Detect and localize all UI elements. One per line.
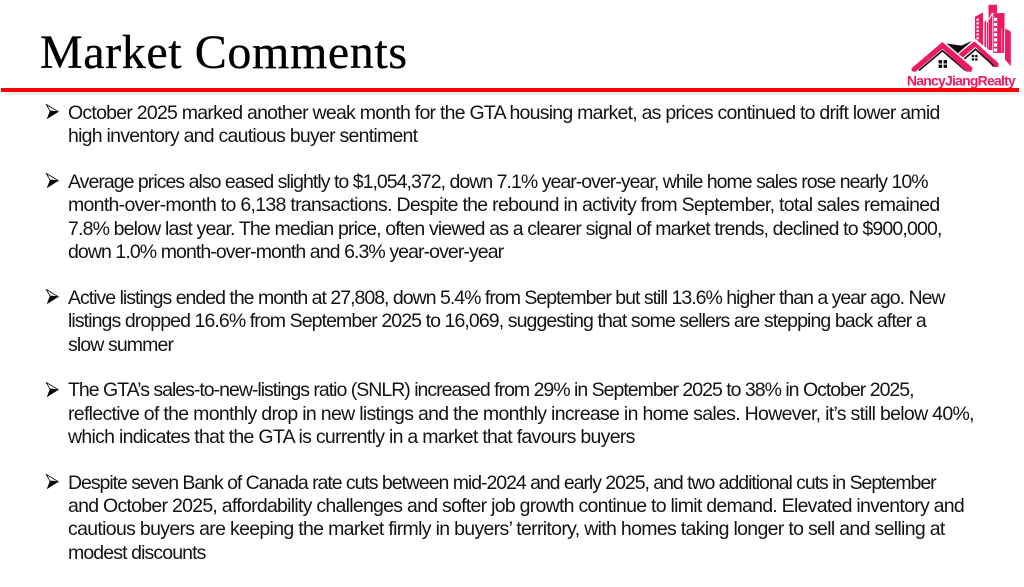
svg-text:NancyJiangRealty: NancyJiangRealty bbox=[907, 73, 1016, 89]
